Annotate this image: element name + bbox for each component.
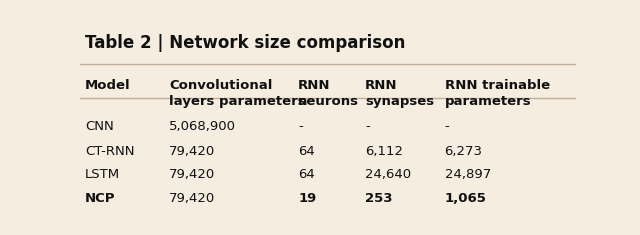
Text: -: - [365,121,370,133]
Text: 6,273: 6,273 [445,145,483,158]
Text: CNN: CNN [85,121,114,133]
Text: RNN trainable
parameters: RNN trainable parameters [445,79,550,108]
Text: Table 2 | Network size comparison: Table 2 | Network size comparison [85,34,405,52]
Text: 24,897: 24,897 [445,168,491,181]
Text: 24,640: 24,640 [365,168,412,181]
Text: Convolutional
layers parameters: Convolutional layers parameters [169,79,306,108]
Text: 253: 253 [365,192,393,205]
Text: RNN
synapses: RNN synapses [365,79,435,108]
Text: 64: 64 [298,168,315,181]
Text: 6,112: 6,112 [365,145,403,158]
Text: 79,420: 79,420 [169,168,216,181]
Text: 5,068,900: 5,068,900 [169,121,236,133]
Text: NCP: NCP [85,192,115,205]
Text: CT-RNN: CT-RNN [85,145,134,158]
Text: Model: Model [85,79,131,92]
Text: -: - [445,121,449,133]
Text: 1,065: 1,065 [445,192,486,205]
Text: 79,420: 79,420 [169,145,216,158]
Text: RNN
neurons: RNN neurons [298,79,359,108]
Text: 19: 19 [298,192,317,205]
Text: LSTM: LSTM [85,168,120,181]
Text: 79,420: 79,420 [169,192,216,205]
Text: -: - [298,121,303,133]
Text: 64: 64 [298,145,315,158]
